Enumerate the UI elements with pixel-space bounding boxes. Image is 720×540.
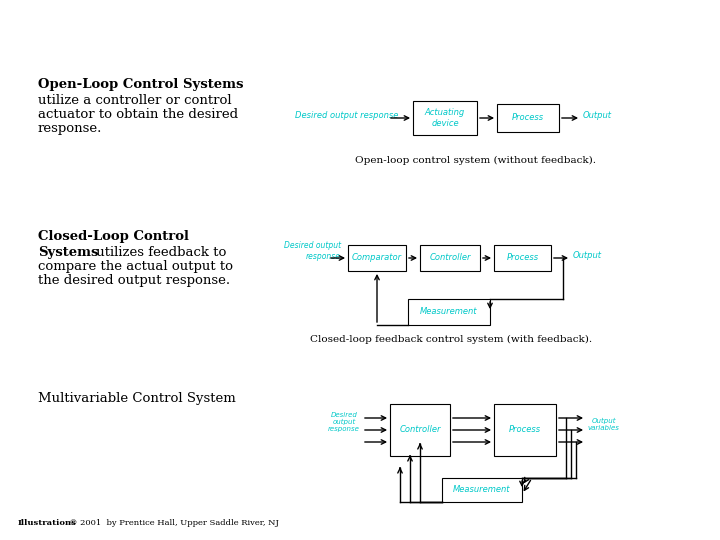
Text: utilize a controller or control: utilize a controller or control bbox=[38, 94, 232, 107]
Bar bbox=[420, 245, 480, 271]
Text: Actuating
device: Actuating device bbox=[425, 109, 465, 127]
Text: Desired
output
response: Desired output response bbox=[328, 412, 360, 432]
Text: Closed-loop feedback control system (with feedback).: Closed-loop feedback control system (wit… bbox=[310, 335, 592, 344]
Bar bbox=[442, 478, 522, 502]
Text: Process: Process bbox=[509, 426, 541, 435]
Bar bbox=[497, 104, 559, 132]
Text: Multivariable Control System: Multivariable Control System bbox=[38, 392, 235, 405]
Text: Process: Process bbox=[512, 113, 544, 123]
Text: compare the actual output to: compare the actual output to bbox=[38, 260, 233, 273]
Bar bbox=[390, 404, 450, 456]
Text: Closed-Loop Control: Closed-Loop Control bbox=[38, 230, 189, 243]
Text: utilizes feedback to: utilizes feedback to bbox=[92, 246, 226, 259]
Bar bbox=[494, 404, 556, 456]
Text: Controller: Controller bbox=[429, 253, 471, 262]
Text: response.: response. bbox=[38, 122, 102, 135]
Text: Open-Loop Control Systems: Open-Loop Control Systems bbox=[38, 78, 243, 91]
Text: the desired output response.: the desired output response. bbox=[38, 274, 230, 287]
Bar bbox=[494, 245, 551, 271]
Text: Illustrations: Illustrations bbox=[18, 519, 77, 527]
Text: Process: Process bbox=[506, 253, 539, 262]
Text: Measurement: Measurement bbox=[454, 485, 510, 495]
Text: Desired output response: Desired output response bbox=[295, 111, 398, 119]
Text: actuator to obtain the desired: actuator to obtain the desired bbox=[38, 108, 238, 121]
Text: Comparator: Comparator bbox=[352, 253, 402, 262]
Text: Controller: Controller bbox=[400, 426, 441, 435]
Bar bbox=[413, 101, 477, 135]
Text: Output: Output bbox=[573, 251, 602, 260]
Text: Desired output
response: Desired output response bbox=[284, 241, 341, 261]
Bar bbox=[408, 299, 490, 325]
Text: Measurement: Measurement bbox=[420, 307, 478, 316]
Text: Output
variables: Output variables bbox=[588, 417, 620, 430]
Text: Output: Output bbox=[583, 111, 612, 119]
Text: Open-loop control system (without feedback).: Open-loop control system (without feedba… bbox=[355, 156, 596, 165]
Text: © 2001  by Prentice Hall, Upper Saddle River, NJ: © 2001 by Prentice Hall, Upper Saddle Ri… bbox=[64, 519, 279, 527]
Bar bbox=[348, 245, 406, 271]
Text: Systems: Systems bbox=[38, 246, 99, 259]
